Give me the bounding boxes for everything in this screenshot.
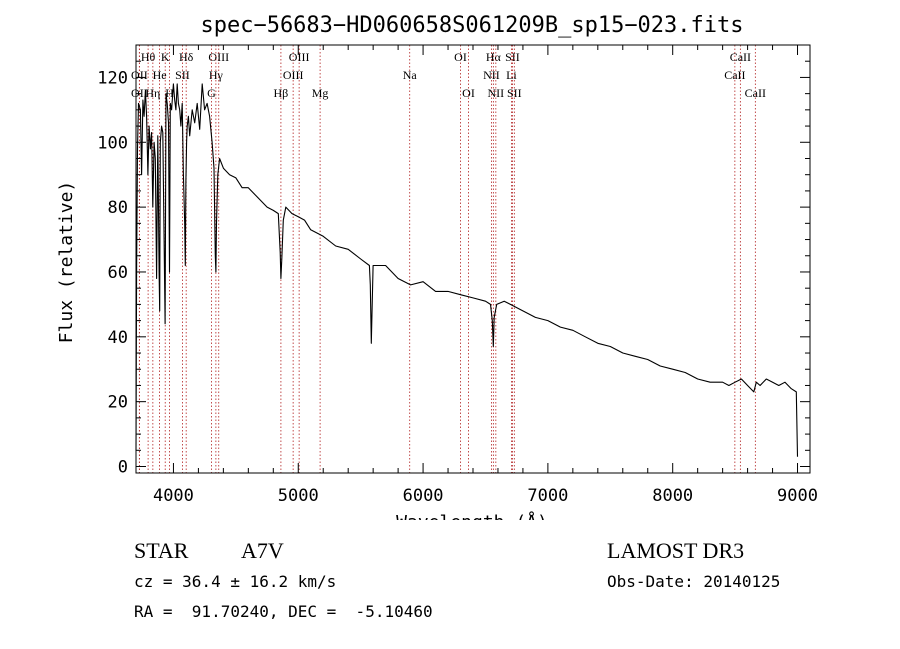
y-tick-label: 120 — [97, 68, 128, 88]
line-label-15: Mg — [312, 86, 329, 100]
line-label-22: Li — [506, 68, 517, 82]
line-label-6: OII — [131, 86, 148, 100]
redshift-cz: cz = 36.4 ± 16.2 km/s — [134, 572, 337, 591]
y-axis-label: Flux (relative) — [56, 181, 77, 344]
line-label-27: CaII — [745, 86, 766, 100]
x-axis: 4000 5000 6000 7000 8000 9000 — [153, 45, 818, 506]
object-subclass: A7V — [241, 538, 284, 563]
line-label-1: K — [161, 50, 170, 64]
line-label-23: NII — [488, 86, 505, 100]
plot-frame — [135, 44, 811, 474]
survey-name: LAMOST DR3 — [607, 538, 745, 563]
y-tick-label: 80 — [108, 198, 128, 218]
line-label-20: SII — [505, 50, 520, 64]
line-label-11: G — [207, 86, 216, 100]
line-label-2: Hδ — [179, 50, 194, 64]
x-tick-label: 9000 — [777, 486, 818, 506]
chart-title: spec−56683−HD060658S061209B_sp15−023.fit… — [200, 13, 743, 38]
line-label-18: OI — [462, 86, 475, 100]
x-tick-label: 7000 — [527, 486, 568, 506]
line-label-24: SII — [507, 86, 522, 100]
x-tick-label: 8000 — [652, 486, 693, 506]
y-tick-label: 100 — [97, 133, 128, 153]
line-label-5: SII — [175, 68, 190, 82]
spectrum-line — [135, 83, 799, 457]
line-label-25: CaII — [730, 50, 751, 64]
spectrum-series — [135, 83, 799, 457]
coordinates: RA = 91.70240, DEC = -5.10460 — [134, 602, 433, 621]
line-label-0: Hθ — [141, 50, 156, 64]
y-tick-label: 40 — [108, 328, 128, 348]
object-class: STAR — [134, 538, 189, 563]
line-label-10: Hγ — [209, 68, 224, 82]
line-label-16: Na — [403, 68, 418, 82]
y-tick-label: 20 — [108, 393, 128, 413]
line-label-26: CaII — [724, 68, 745, 82]
line-label-4: He — [153, 68, 167, 82]
line-label-12: OIII — [289, 50, 310, 64]
line-label-3: OII — [131, 68, 148, 82]
x-tick-label: 5000 — [278, 486, 319, 506]
line-label-8: H — [165, 86, 174, 100]
y-tick-label: 0 — [118, 458, 128, 478]
x-tick-label: 4000 — [153, 486, 194, 506]
x-tick-label: 6000 — [403, 486, 444, 506]
line-label-17: OI — [454, 50, 467, 64]
line-label-14: Hβ — [274, 86, 289, 100]
line-label-21: NII — [483, 68, 500, 82]
line-label-13: OIII — [283, 68, 304, 82]
y-axis: 0 20 40 60 80 100 120 — [97, 60, 810, 478]
x-axis-label: Wavelength (Å) — [396, 511, 548, 520]
observation-date: Obs-Date: 20140125 — [607, 572, 781, 591]
spectrum-chart: spec−56683−HD060658S061209B_sp15−023.fit… — [56, 13, 818, 520]
line-label-19: Hα — [486, 50, 502, 64]
line-label-7: Hη — [145, 86, 160, 100]
y-tick-label: 60 — [108, 263, 128, 283]
line-label-9: OIII — [208, 50, 229, 64]
